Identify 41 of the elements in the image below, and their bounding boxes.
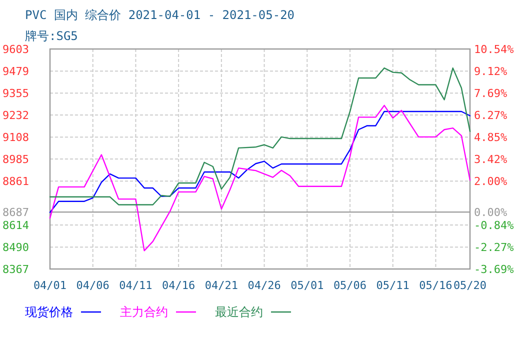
- y-tick-label: 8614: [2, 219, 30, 232]
- y2-tick-label: 7.69%: [474, 87, 508, 100]
- legend-label: 现货价格: [25, 305, 73, 319]
- x-tick-label: 04/21: [204, 279, 238, 292]
- y2-tick-label: 4.85%: [474, 130, 508, 144]
- y-tick-label: 9108: [2, 131, 29, 144]
- y2-tick-label: -3.69%: [474, 263, 514, 276]
- x-tick-label: 04/11: [119, 279, 152, 292]
- x-tick-label: 05/01: [290, 279, 324, 292]
- y2-tick-label: 3.42%: [474, 153, 508, 166]
- y-tick-label: 8367: [2, 263, 29, 276]
- x-tick-label: 04/16: [162, 279, 196, 292]
- x-tick-label: 04/26: [248, 279, 281, 292]
- x-tick-label: 05/20: [453, 279, 487, 292]
- y-tick-label: 9232: [2, 109, 29, 122]
- y2-tick-label: 0.00%: [474, 206, 508, 219]
- y-tick-label: 9603: [2, 43, 29, 56]
- y2-tick-label: 10.54%: [474, 43, 514, 56]
- chart-title: PVC 国内 综合价 2021-04-01 - 2021-05-20: [25, 8, 295, 22]
- x-tick-label: 04/01: [33, 279, 67, 292]
- y2-tick-label: 2.00%: [474, 175, 508, 188]
- y-tick-label: 8687: [2, 206, 29, 220]
- y-tick-label: 8861: [2, 175, 29, 188]
- y-tick-label: 8985: [2, 153, 29, 166]
- legend-label: 主力合约: [120, 305, 168, 319]
- line-series: [49, 110, 471, 213]
- line-series: [49, 104, 471, 252]
- x-tick-label: 05/06: [333, 279, 367, 292]
- chart-subtitle: 牌号:SG5: [25, 29, 78, 43]
- x-tick-label: 05/11: [376, 279, 410, 292]
- y-tick-label: 9355: [2, 87, 29, 100]
- x-tick-label: 04/06: [76, 279, 110, 292]
- y-tick-label: 8490: [2, 241, 29, 254]
- line-series: [49, 67, 471, 206]
- y2-tick-label: -0.84%: [474, 218, 514, 232]
- x-tick-label: 05/16: [419, 279, 452, 292]
- y2-tick-label: -2.27%: [474, 241, 514, 254]
- y2-tick-label: 6.27%: [474, 109, 508, 122]
- y2-tick-label: 9.12%: [474, 64, 508, 78]
- legend-label: 最近合约: [215, 305, 263, 319]
- y-tick-label: 9479: [2, 65, 29, 78]
